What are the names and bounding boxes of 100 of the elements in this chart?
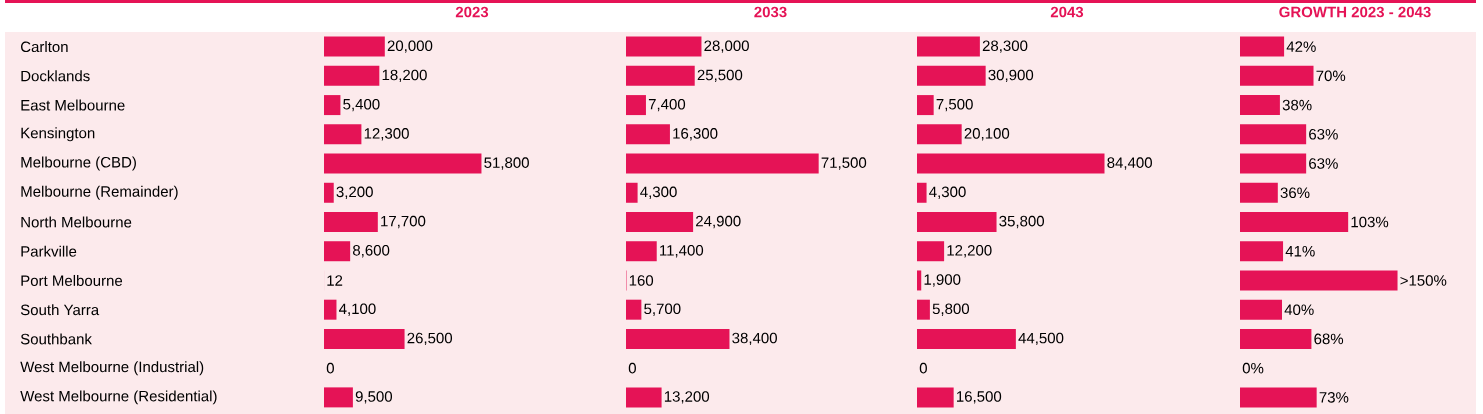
data-label: 0 <box>326 362 334 374</box>
data-label: 12 <box>327 275 343 286</box>
data-label: 5,800 <box>932 303 970 316</box>
data-label: 44,500 <box>1018 332 1064 346</box>
bar <box>324 124 362 145</box>
y-tick-label: Southbank <box>20 333 92 345</box>
chart-title: 2043 <box>1050 6 1084 18</box>
bar <box>917 65 986 86</box>
bar <box>626 95 646 116</box>
data-label: 8,600 <box>353 245 390 258</box>
data-label: 160 <box>629 275 654 286</box>
bar <box>626 387 662 408</box>
bar <box>324 387 353 408</box>
data-label: 26,500 <box>407 332 453 346</box>
data-label: 63% <box>1309 129 1338 140</box>
data-label: 63% <box>1309 158 1338 169</box>
data-label: 35,800 <box>999 215 1045 229</box>
bar <box>1240 328 1312 349</box>
data-label: 103% <box>1351 216 1389 228</box>
data-label: 36% <box>1280 187 1310 199</box>
data-label: 20,000 <box>387 40 433 53</box>
data-label: 71,500 <box>821 157 867 170</box>
bar <box>1240 65 1314 86</box>
y-tick-label: East Melbourne <box>21 99 125 111</box>
data-label: 28,000 <box>704 40 749 53</box>
bar <box>324 299 337 320</box>
bar <box>324 153 482 174</box>
y-tick-label: Port Melbourne <box>21 274 123 286</box>
data-label: 4,300 <box>640 186 677 199</box>
bar <box>1240 153 1307 174</box>
bar <box>1240 241 1284 262</box>
data-label: 73% <box>1319 392 1349 403</box>
data-label: 41% <box>1285 245 1315 257</box>
data-label: 20,100 <box>964 128 1010 141</box>
bar <box>917 387 954 408</box>
data-label: 28,300 <box>982 40 1028 53</box>
bar <box>917 95 934 116</box>
data-label: 40% <box>1284 304 1314 315</box>
bar <box>324 212 378 232</box>
data-label: 12,200 <box>947 245 992 258</box>
data-label: 38,400 <box>732 332 777 346</box>
data-label: 1,900 <box>924 274 961 287</box>
data-label: 0 <box>628 362 636 374</box>
y-tick-label: West Melbourne (Industrial) <box>20 361 204 376</box>
bar <box>1240 36 1285 57</box>
data-label: 9,500 <box>355 391 393 404</box>
data-label: 68% <box>1314 333 1344 345</box>
bar <box>917 124 962 145</box>
data-label: 13,200 <box>664 391 710 404</box>
data-label: >150% <box>1400 275 1447 286</box>
bar <box>917 328 1016 349</box>
bar <box>917 299 930 320</box>
y-tick-label: Melbourne (Remainder) <box>21 185 178 200</box>
y-tick-label: Parkville <box>21 245 77 257</box>
bar <box>917 270 922 291</box>
data-label: 7,500 <box>936 98 973 112</box>
bar <box>324 328 405 349</box>
data-label: 51,800 <box>484 157 529 170</box>
chart-title: 2023 <box>455 6 489 18</box>
bar <box>917 182 927 203</box>
bar <box>1240 212 1349 232</box>
data-label: 16,300 <box>673 128 718 141</box>
data-label: 0 <box>919 362 927 374</box>
data-label: 16,500 <box>957 391 1002 404</box>
y-tick-label: Docklands <box>21 70 90 82</box>
y-tick-label: North Melbourne <box>21 216 132 228</box>
bar <box>626 241 657 262</box>
bar <box>324 65 380 86</box>
data-label: 4,300 <box>929 186 966 199</box>
data-label: 12,300 <box>364 128 409 141</box>
data-label: 70% <box>1316 70 1346 82</box>
bar <box>626 299 642 320</box>
bar <box>917 36 980 57</box>
y-tick-label: South Yarra <box>20 304 100 316</box>
bar <box>626 212 694 232</box>
bar <box>324 95 341 116</box>
data-label: 84,400 <box>1107 157 1152 170</box>
y-tick-label: Carlton <box>20 41 68 53</box>
bar <box>626 124 670 145</box>
bar <box>1240 299 1283 320</box>
bar <box>1240 387 1317 408</box>
data-label: 7,400 <box>648 98 686 112</box>
y-tick-label: Kensington <box>21 127 95 142</box>
data-label: 38% <box>1282 99 1312 111</box>
chart-title: GROWTH 2023 - 2043 <box>1279 6 1431 18</box>
bar <box>1240 182 1278 203</box>
chart-title: 2033 <box>754 6 787 18</box>
y-tick-label: Melbourne (CBD) <box>21 156 136 171</box>
bar <box>626 65 695 86</box>
bar <box>917 212 997 232</box>
bar <box>324 36 385 57</box>
bar <box>626 36 702 57</box>
bar <box>1240 270 1398 291</box>
data-label: 4,100 <box>339 303 376 316</box>
bar <box>917 241 945 262</box>
data-label: 30,900 <box>988 69 1034 83</box>
bar <box>1240 95 1280 116</box>
data-label: 5,700 <box>644 303 681 316</box>
bar <box>917 153 1105 174</box>
data-label: 25,500 <box>697 69 743 83</box>
